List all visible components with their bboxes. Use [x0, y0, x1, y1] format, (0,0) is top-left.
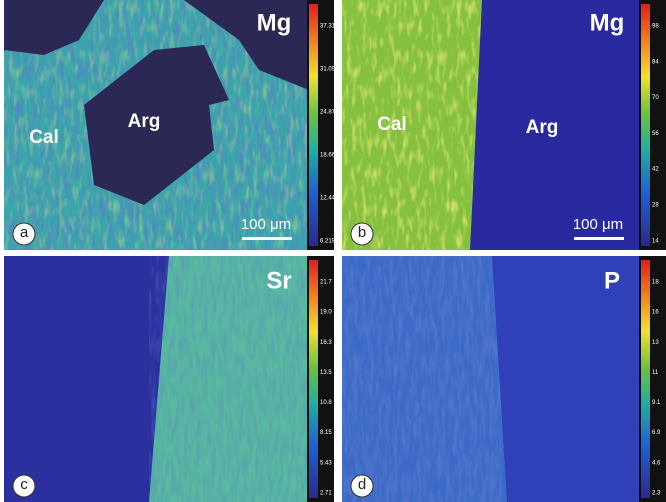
colorbar-tick-label: 18.66: [320, 152, 336, 158]
colorbar-tick-label: 18: [652, 280, 659, 286]
colorbar-tick-label: 5.43: [320, 460, 332, 466]
element-label: Mg: [257, 9, 292, 36]
element-label: P: [604, 267, 620, 294]
colorbar-tick-label: 6.219: [320, 238, 336, 244]
colorbar-tick-label: 24.87: [320, 109, 336, 115]
panel-letter: a: [20, 224, 29, 241]
figure: 37.31 31.09 24.87 18.66 12.44 6.219 Mg Cal Arg 10…: [0, 0, 666, 502]
colorbar-tick-label: 13.5: [320, 370, 332, 376]
colorbar-tick-label: 6.9: [652, 430, 661, 436]
colorbar-tick-label: 14: [652, 238, 659, 244]
panel: 18 16 13 11 9.1 6.9 4.6 2.3 Pd: [342, 256, 666, 502]
colorbar-tick-label: 8.15: [320, 430, 332, 436]
element-label: Sr: [266, 267, 291, 294]
colorbar-tick-label: 2.71: [320, 490, 332, 496]
colorbar-tick-label: 70: [652, 95, 659, 101]
panel-letter: b: [358, 224, 366, 241]
phase-label: Arg: [128, 111, 161, 132]
colorbar-tick-label: 31.09: [320, 67, 336, 73]
colorbar-tick-label: 9.1: [652, 400, 661, 406]
map-image: 37.31 31.09 24.87 18.66 12.44 6.219: [4, 0, 336, 250]
scale-bar-label: 100 μm: [573, 216, 623, 233]
scale-bar-label: 100 μm: [241, 216, 291, 233]
panel-letter: c: [20, 476, 28, 493]
colorbar: [309, 260, 318, 498]
colorbar-tick-label: 84: [652, 59, 659, 65]
phase-label: Arg: [526, 117, 559, 138]
panel: 98 84 70 56 42 28 14 Mg Cal Arg 100 μm b: [342, 0, 666, 250]
colorbar-tick-label: 16: [652, 310, 659, 316]
colorbar-tick-label: 10.8: [320, 400, 332, 406]
colorbar-tick-label: 11: [652, 370, 659, 376]
colorbar-tick-label: 16.3: [320, 340, 332, 346]
colorbar: [309, 4, 318, 246]
phase-label: Cal: [29, 127, 59, 148]
colorbar-tick-label: 21.7: [320, 280, 332, 286]
colorbar-tick-label: 37.31: [320, 24, 336, 30]
panel-letter: d: [358, 476, 366, 493]
scale-bar: [242, 237, 292, 240]
aragonite-area: [492, 256, 645, 502]
phase-label: Cal: [377, 114, 407, 135]
texture: [342, 0, 482, 250]
colorbar-tick-label: 19.0: [320, 310, 332, 316]
colorbar-tick-label: 12.44: [320, 195, 336, 201]
colorbar-tick-label: 28: [652, 202, 659, 208]
panel: 21.7 19.0 16.3 13.5 10.8 8.15 5.43 2.71 Sr c: [4, 256, 334, 502]
colorbar-tick-label: 4.6: [652, 460, 661, 466]
element-label: Mg: [590, 9, 625, 36]
scale-bar: [574, 237, 624, 240]
colorbar: [641, 4, 650, 246]
colorbar-tick-label: 98: [652, 24, 659, 30]
panel: 37.31 31.09 24.87 18.66 12.44 6.219 Mg Cal Arg 10…: [4, 0, 336, 250]
colorbar: [641, 260, 650, 498]
colorbar-tick-label: 13: [652, 340, 659, 346]
colorbar-tick-label: 2.3: [652, 490, 661, 496]
colorbar-tick-label: 56: [652, 131, 659, 137]
texture: [342, 256, 502, 502]
colorbar-tick-label: 42: [652, 167, 659, 173]
